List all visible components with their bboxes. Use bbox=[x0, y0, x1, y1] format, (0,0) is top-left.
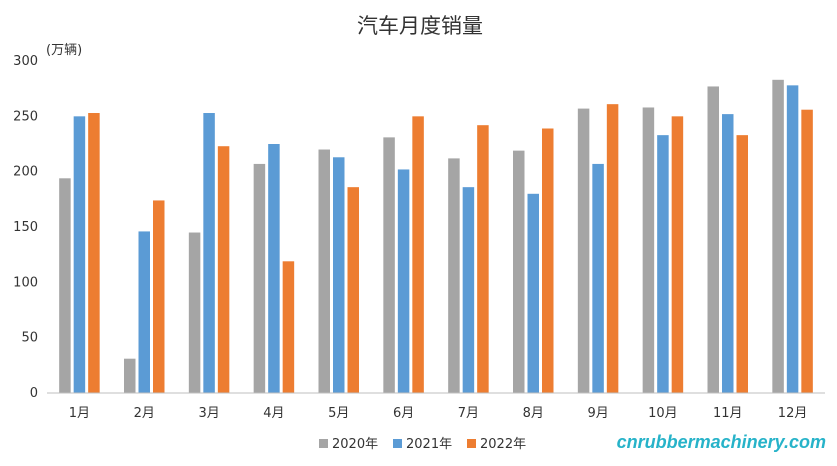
bar bbox=[347, 187, 359, 393]
y-tick-label: 150 bbox=[13, 220, 38, 235]
x-tick-label: 4月 bbox=[263, 406, 284, 421]
x-tick-label: 12月 bbox=[778, 406, 808, 421]
x-tick-label: 2月 bbox=[134, 406, 155, 421]
bar bbox=[73, 116, 86, 393]
watermark-text: cnrubbermachinery.com bbox=[617, 432, 826, 452]
bar bbox=[736, 135, 748, 393]
bars bbox=[59, 79, 813, 394]
x-tick-label: 10月 bbox=[648, 406, 678, 421]
bar bbox=[542, 128, 554, 394]
legend-swatch bbox=[393, 439, 402, 448]
bar bbox=[772, 79, 784, 394]
bar bbox=[412, 116, 424, 393]
y-axis-unit-label: (万辆) bbox=[46, 43, 82, 58]
bar bbox=[657, 135, 669, 393]
legend-label: 2021年 bbox=[406, 437, 452, 452]
y-axis-ticks: 0 50 100 150 200 250 300 bbox=[13, 54, 38, 401]
bar bbox=[606, 104, 619, 393]
bar bbox=[707, 86, 719, 393]
y-tick-label: 0 bbox=[30, 386, 38, 401]
y-tick-label: 100 bbox=[13, 275, 38, 290]
bar bbox=[217, 146, 230, 393]
y-tick-label: 250 bbox=[13, 109, 38, 124]
x-tick-label: 1月 bbox=[69, 406, 90, 421]
bar bbox=[88, 113, 100, 393]
bar bbox=[318, 149, 330, 393]
x-tick-label: 7月 bbox=[458, 406, 479, 421]
bar bbox=[124, 358, 136, 393]
bar bbox=[477, 125, 489, 393]
bar bbox=[642, 107, 655, 393]
bar bbox=[153, 200, 165, 393]
legend-swatch bbox=[467, 439, 476, 448]
bar bbox=[203, 113, 215, 393]
bar bbox=[462, 187, 475, 393]
x-tick-label: 5月 bbox=[328, 406, 349, 421]
x-tick-label: 11月 bbox=[713, 406, 743, 421]
legend-label: 2022年 bbox=[480, 437, 526, 452]
x-tick-label: 9月 bbox=[587, 406, 608, 421]
bar bbox=[268, 144, 280, 393]
bar bbox=[188, 232, 201, 393]
bar bbox=[592, 163, 604, 393]
bar bbox=[786, 85, 799, 393]
legend-swatch bbox=[319, 439, 328, 448]
bar bbox=[397, 169, 410, 393]
bar bbox=[448, 158, 460, 393]
bar bbox=[383, 137, 395, 393]
bar bbox=[513, 150, 525, 393]
bar bbox=[671, 116, 684, 393]
legend: 2020年 2021年 2022年 bbox=[319, 437, 526, 452]
bar bbox=[577, 108, 590, 393]
bar bbox=[333, 157, 345, 393]
legend-label: 2020年 bbox=[332, 437, 378, 452]
bar bbox=[801, 109, 813, 394]
bar bbox=[253, 163, 266, 393]
x-tick-label: 8月 bbox=[523, 406, 544, 421]
bar bbox=[138, 231, 150, 393]
x-tick-label: 6月 bbox=[393, 406, 414, 421]
x-axis-ticks: 1月 2月 3月 4月 5月 6月 7月 8月 9月 10月 11月 12月 bbox=[69, 406, 808, 421]
y-tick-label: 300 bbox=[13, 54, 38, 69]
y-tick-label: 200 bbox=[13, 165, 38, 180]
x-tick-label: 3月 bbox=[198, 406, 219, 421]
bar bbox=[527, 193, 539, 393]
bar bbox=[59, 178, 71, 393]
bar bbox=[722, 114, 734, 394]
y-tick-label: 50 bbox=[21, 331, 38, 346]
bar bbox=[282, 261, 295, 393]
chart-title: 汽车月度销量 bbox=[357, 14, 483, 38]
